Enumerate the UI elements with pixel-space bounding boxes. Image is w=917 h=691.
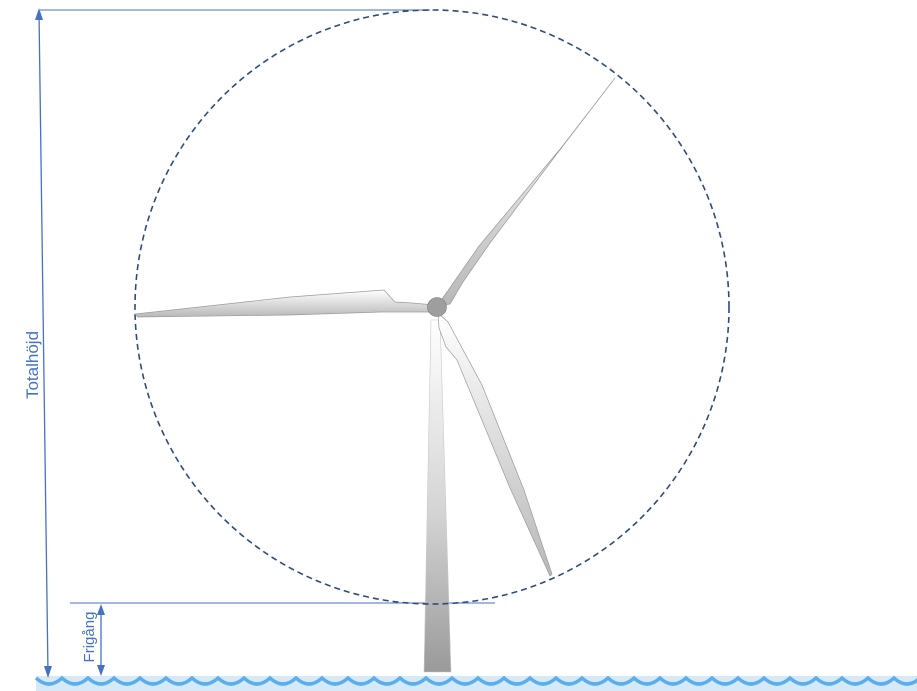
water-waves-icon: [34, 675, 917, 686]
blade-upper: [436, 77, 616, 307]
blade-lower: [437, 312, 553, 577]
total-height-arrowhead-top: [35, 8, 43, 20]
clearance-label: Frigång: [81, 611, 98, 663]
total-height-label: Totalhöjd: [23, 330, 42, 400]
total-height-arrowhead-bottom: [44, 666, 52, 678]
clearance-arrowhead-top: [97, 604, 105, 615]
rotor-circle: [134, 9, 730, 605]
rotor-hub: [427, 297, 447, 317]
total-height-arrow: [38, 11, 49, 675]
water-band: [36, 676, 917, 691]
clearance-arrowhead-bottom: [97, 665, 105, 676]
turbine-tower: [423, 319, 452, 673]
blade-left: [134, 289, 437, 318]
